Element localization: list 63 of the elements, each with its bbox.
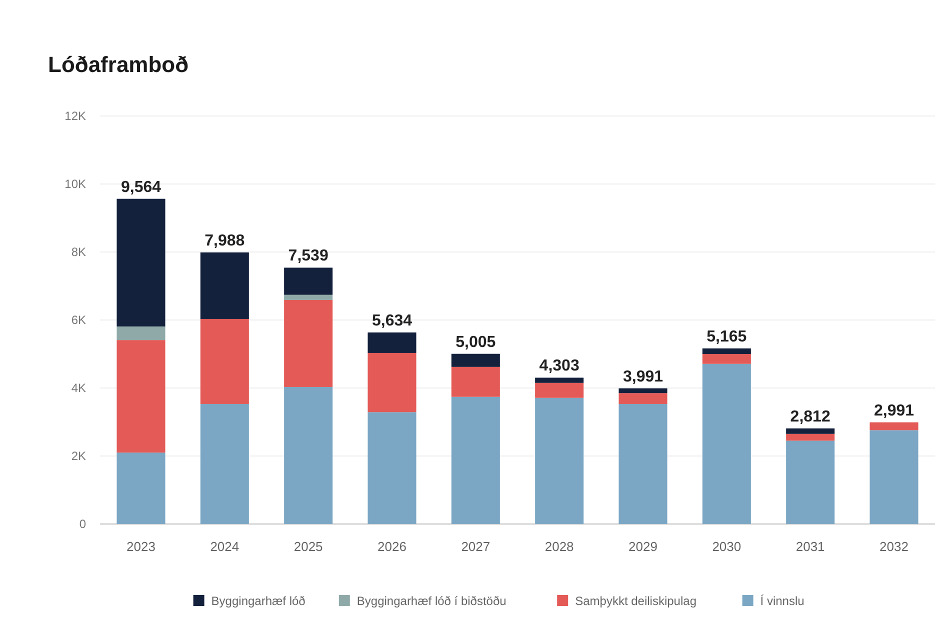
total-label: 3,991	[622, 368, 664, 386]
bar	[284, 268, 333, 295]
bar	[116, 198, 166, 326]
legend-label: Í vinnslu	[760, 594, 804, 608]
bar	[116, 326, 166, 340]
bar	[116, 452, 166, 524]
x-tick-label: 2024	[210, 539, 240, 554]
x-tick-label: 2023	[126, 539, 156, 554]
total-label: 5,634	[372, 312, 412, 330]
total-label: 2,812	[790, 408, 830, 426]
y-tick-label: 12K	[64, 109, 86, 124]
bar	[368, 352, 416, 412]
bar	[618, 388, 668, 394]
bar	[200, 318, 249, 404]
y-tick-label: 2K	[71, 449, 86, 464]
bar	[535, 398, 584, 524]
bar	[284, 386, 333, 524]
bar	[870, 430, 918, 524]
total-label: 2,991	[874, 402, 914, 420]
bar	[786, 428, 835, 434]
bar	[786, 434, 835, 441]
bar	[618, 404, 668, 524]
bar	[200, 404, 249, 524]
bar	[451, 366, 500, 397]
bar	[368, 332, 416, 353]
x-tick-label: 2029	[628, 539, 658, 554]
x-tick-label: 2028	[544, 539, 574, 554]
bar	[618, 393, 668, 404]
legend-label: Byggingarhæf lóð	[211, 594, 306, 608]
x-tick-label: 2032	[880, 539, 908, 554]
y-tick-label: 4K	[71, 381, 86, 396]
bar	[284, 300, 333, 387]
bar	[368, 412, 416, 524]
bar	[702, 348, 751, 354]
y-tick-label: 10K	[64, 177, 86, 192]
x-tick-label: 2031	[796, 539, 825, 554]
bar	[702, 354, 751, 364]
total-label: 7,988	[204, 232, 245, 250]
legend-label: Samþykkt deiliskipulag	[575, 594, 696, 608]
x-tick-label: 2027	[461, 539, 490, 554]
bar	[870, 422, 918, 430]
bar	[535, 382, 584, 398]
y-tick-label: 8K	[71, 245, 86, 260]
total-label: 7,539	[288, 248, 328, 265]
total-label: 4,303	[539, 358, 580, 375]
bar	[786, 440, 835, 524]
x-tick-label: 2030	[712, 539, 742, 554]
y-tick-label: 0	[79, 517, 86, 532]
y-tick-label: 6K	[71, 313, 86, 328]
total-label: 9,564	[120, 178, 162, 196]
x-tick-label: 2025	[294, 539, 323, 554]
bar	[200, 252, 249, 319]
chart-title: Lóðaframboð	[48, 52, 189, 77]
bar	[702, 364, 751, 524]
legend-label: Byggingarhæf lóð í biðstöðu	[356, 594, 506, 608]
bar	[116, 340, 166, 453]
total-label: 5,005	[456, 334, 496, 351]
bar	[451, 396, 500, 524]
total-label: 5,165	[706, 328, 747, 346]
x-tick-label: 2026	[378, 539, 406, 554]
bar	[284, 294, 333, 300]
bar	[535, 378, 584, 383]
bar	[451, 354, 500, 367]
